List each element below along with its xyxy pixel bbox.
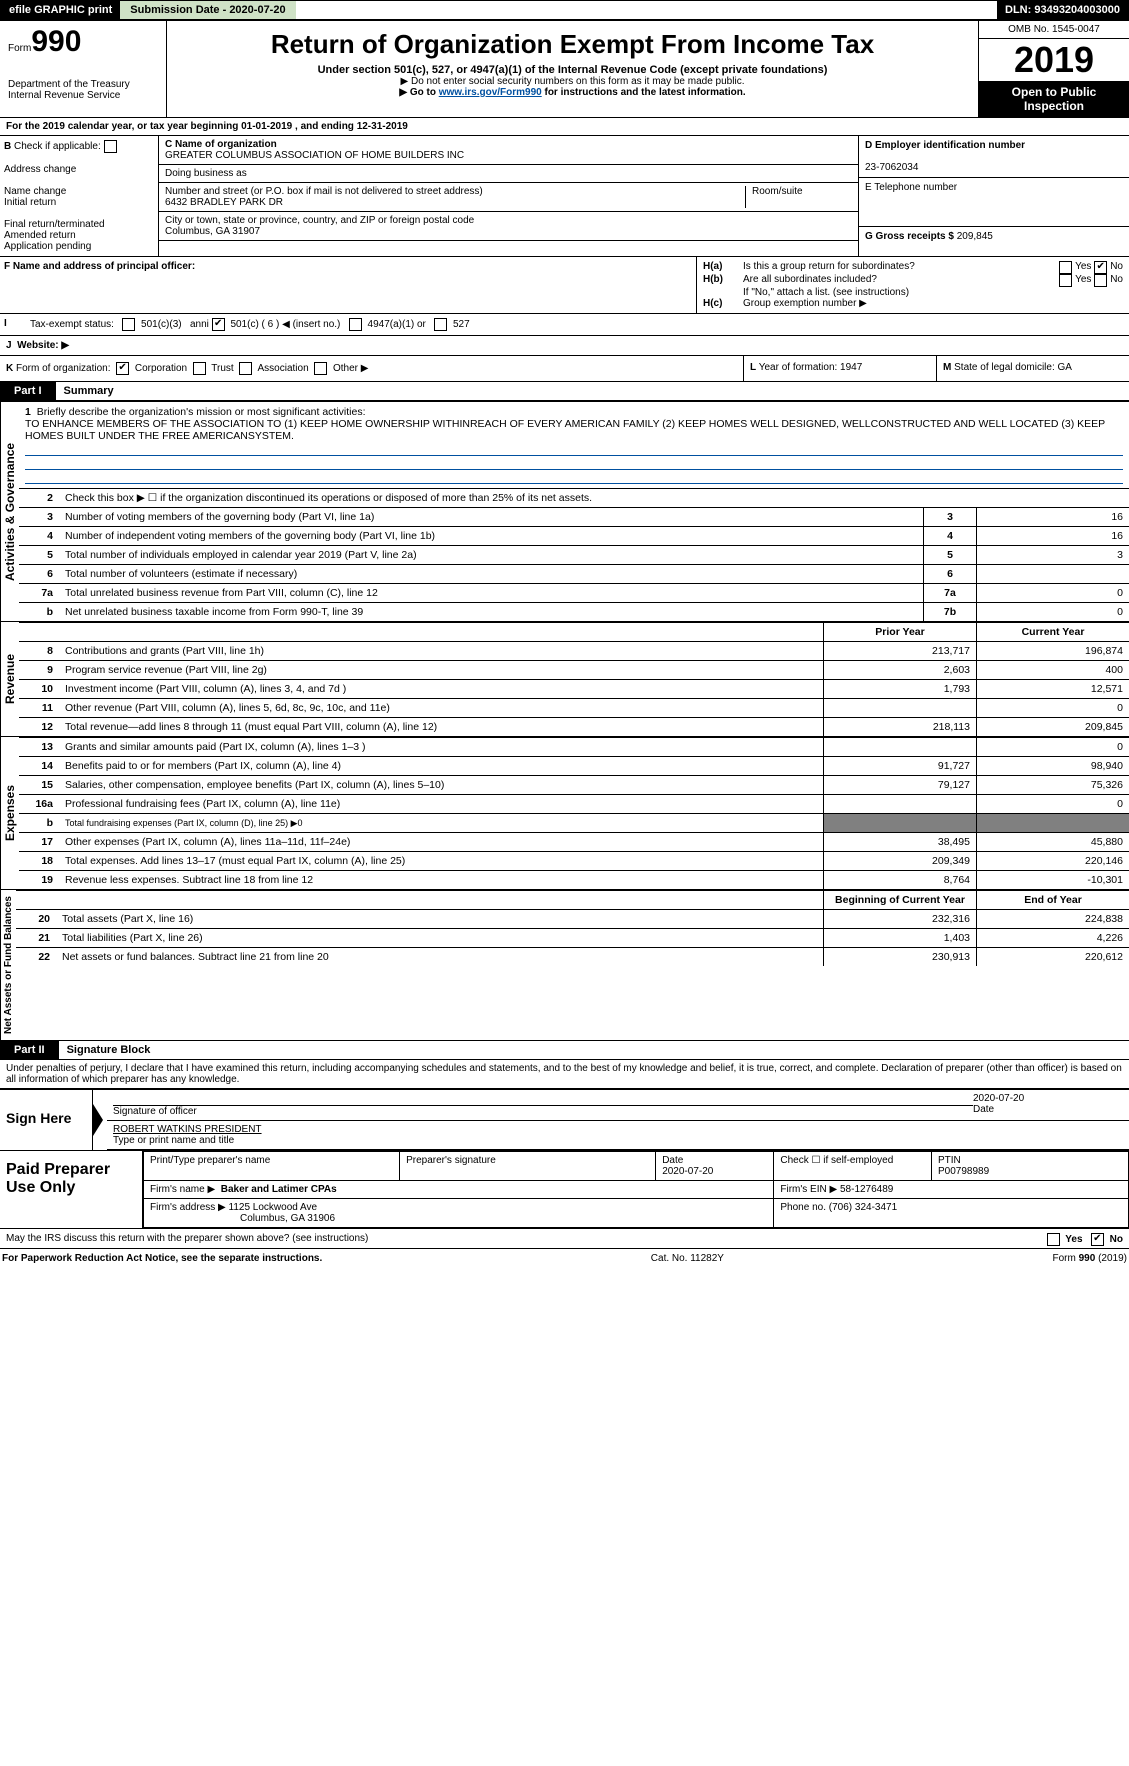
form990-link[interactable]: www.irs.gov/Form990 xyxy=(439,87,542,98)
sign-here-block: Sign Here Signature of officer 2020-07-2… xyxy=(0,1088,1129,1150)
hc-text: Group exemption number ▶ xyxy=(743,298,867,309)
efile-text: efile GRAPHIC print xyxy=(9,4,112,16)
mission-text: TO ENHANCE MEMBERS OF THE ASSOCIATION TO… xyxy=(25,418,1105,442)
hb2-text: If "No," attach a list. (see instruction… xyxy=(703,287,1123,298)
omb-number: OMB No. 1545-0047 xyxy=(979,21,1129,39)
header-center: Return of Organization Exempt From Incom… xyxy=(167,21,978,117)
part1-label: Part I xyxy=(0,382,56,400)
form-id-box: Form990 Department of the Treasury Inter… xyxy=(0,21,167,117)
subtitle2: ▶ Do not enter social security numbers o… xyxy=(177,76,968,87)
netassets-label: Net Assets or Fund Balances xyxy=(0,890,16,1040)
ha-text: Is this a group return for subordinates? xyxy=(743,261,1059,274)
f-h-block: F Name and address of principal officer:… xyxy=(0,256,1129,313)
form-number: 990 xyxy=(31,25,81,58)
subtitle3: ▶ Go to www.irs.gov/Form990 for instruct… xyxy=(177,87,968,98)
line-a: For the 2019 calendar year, or tax year … xyxy=(0,117,1129,135)
street: 6432 BRADLEY PARK DR xyxy=(165,197,283,208)
footer-right: Form 990 (2019) xyxy=(1053,1253,1127,1264)
form-title: Return of Organization Exempt From Incom… xyxy=(177,29,968,60)
gross-receipts: 209,845 xyxy=(957,231,993,242)
checkbox-icon[interactable] xyxy=(104,140,117,153)
expenses-block: Expenses 13Grants and similar amounts pa… xyxy=(0,736,1129,889)
dba-label: Doing business as xyxy=(159,165,858,183)
org-name-label: C Name of organization xyxy=(165,139,277,150)
part2-label: Part II xyxy=(0,1041,59,1059)
part1-title: Summary xyxy=(56,382,122,400)
box-b: B Check if applicable: Address change Na… xyxy=(0,136,159,256)
tax-year: 2019 xyxy=(979,39,1129,81)
netassets-block: Net Assets or Fund Balances Beginning of… xyxy=(0,889,1129,1040)
telephone-label: E Telephone number xyxy=(859,178,1129,227)
footer: For Paperwork Reduction Act Notice, see … xyxy=(0,1248,1129,1268)
hb-text: Are all subordinates included? xyxy=(743,274,1059,287)
city-label: City or town, state or province, country… xyxy=(165,215,474,226)
header-right: OMB No. 1545-0047 2019 Open to Public In… xyxy=(978,21,1129,117)
topbar: efile GRAPHIC print Submission Date - 20… xyxy=(0,0,1129,20)
part2-header: Part II Signature Block xyxy=(0,1040,1129,1060)
sign-here-label: Sign Here xyxy=(0,1090,93,1150)
ein-value: 23-7062034 xyxy=(865,162,918,173)
arrow-icon xyxy=(93,1104,103,1136)
dln: DLN: 93493204003000 xyxy=(997,1,1128,19)
room-label: Room/suite xyxy=(745,186,852,208)
box-f: F Name and address of principal officer: xyxy=(4,261,195,272)
form-header: Form990 Department of the Treasury Inter… xyxy=(0,20,1129,117)
street-label: Number and street (or P.O. box if mail i… xyxy=(165,186,483,197)
activities-block: Activities & Governance 1 Briefly descri… xyxy=(0,401,1129,621)
submission-date: Submission Date - 2020-07-20 xyxy=(120,1,295,19)
expenses-label: Expenses xyxy=(0,737,19,889)
irs-label: Internal Revenue Service xyxy=(8,90,158,101)
open-public: Open to Public Inspection xyxy=(979,81,1129,117)
org-info-block: B Check if applicable: Address change Na… xyxy=(0,135,1129,256)
activities-label: Activities & Governance xyxy=(0,402,19,621)
ein-label: D Employer identification number xyxy=(865,140,1025,151)
right-col: D Employer identification number 23-7062… xyxy=(858,136,1129,256)
subtitle: Under section 501(c), 527, or 4947(a)(1)… xyxy=(177,64,968,76)
part1-header: Part I Summary xyxy=(0,381,1129,401)
penalties-text: Under penalties of perjury, I declare th… xyxy=(0,1060,1129,1088)
part2-title: Signature Block xyxy=(59,1041,159,1059)
gross-receipts-label: G Gross receipts $ xyxy=(865,231,957,242)
form-label: Form xyxy=(8,43,31,54)
footer-mid: Cat. No. 11282Y xyxy=(651,1253,724,1264)
paid-prep-label: Paid Preparer Use Only xyxy=(0,1151,143,1228)
revenue-label: Revenue xyxy=(0,622,19,736)
paid-preparer-block: Paid Preparer Use Only Print/Type prepar… xyxy=(0,1150,1129,1228)
city: Columbus, GA 31907 xyxy=(165,226,260,237)
dept-treasury: Department of the Treasury xyxy=(8,79,158,90)
revenue-block: Revenue Prior YearCurrent Year 8Contribu… xyxy=(0,621,1129,736)
footer-left: For Paperwork Reduction Act Notice, see … xyxy=(2,1253,322,1264)
box-c: C Name of organization GREATER COLUMBUS … xyxy=(159,136,858,256)
efile-label: efile GRAPHIC print xyxy=(1,1,120,19)
officer-name: ROBERT WATKINS PRESIDENT xyxy=(113,1124,1123,1135)
org-name: GREATER COLUMBUS ASSOCIATION OF HOME BUI… xyxy=(165,150,464,161)
